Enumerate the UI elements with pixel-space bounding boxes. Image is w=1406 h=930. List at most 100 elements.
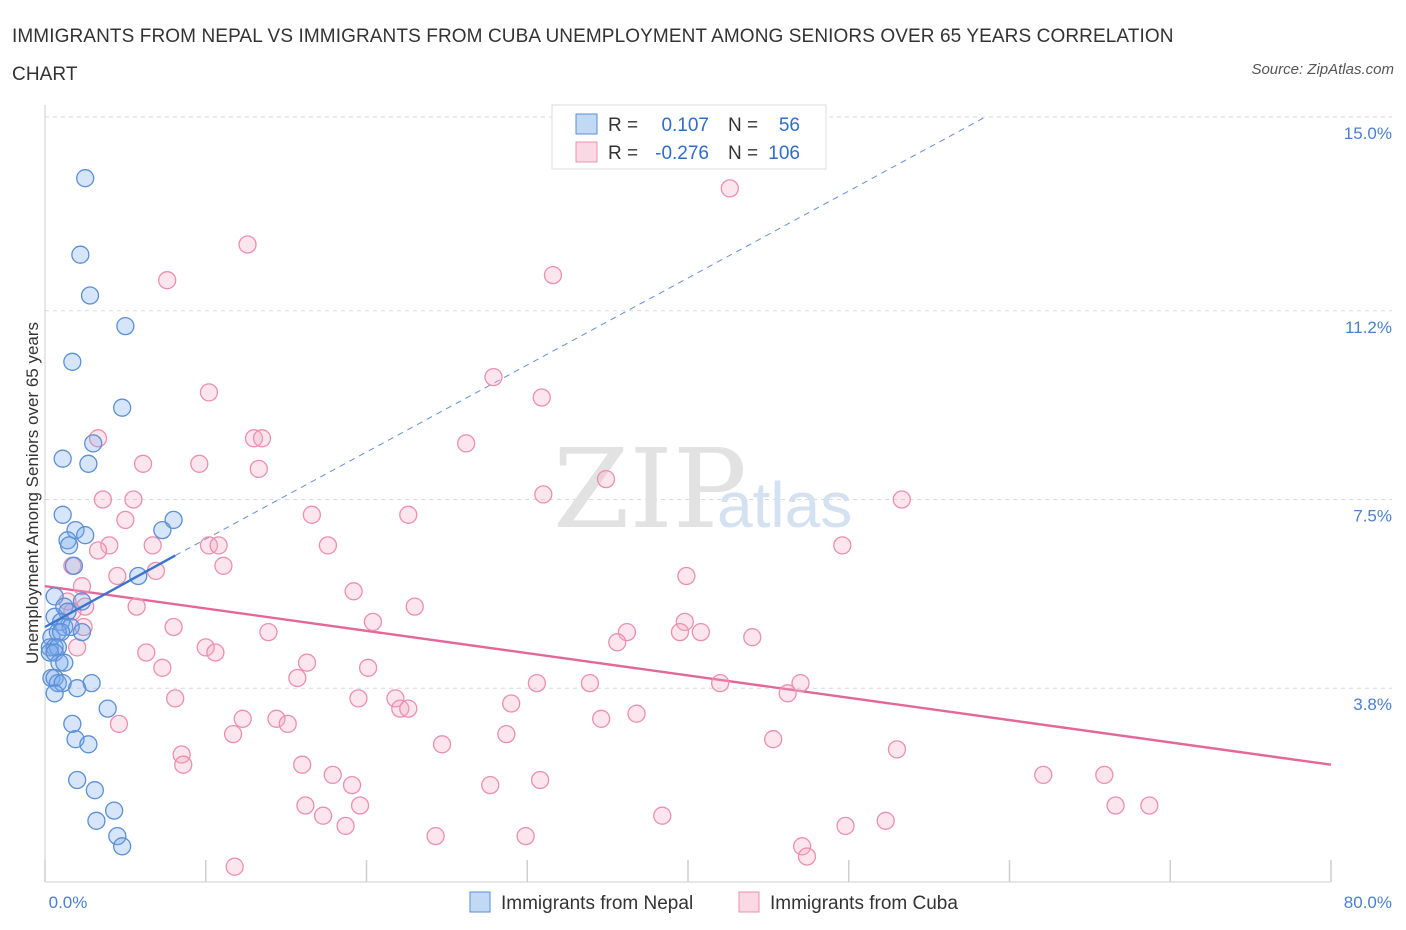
data-point-nepal — [68, 679, 87, 698]
data-point-cuba — [405, 597, 424, 616]
top-legend: R = 0.107 N = 56 R = -0.276 N = 106 — [551, 104, 827, 170]
watermark-zip: ZIP — [553, 425, 747, 553]
data-point-cuba — [116, 510, 135, 530]
data-point-cuba — [278, 714, 297, 734]
data-point-cuba — [792, 837, 812, 856]
data-point-cuba — [481, 775, 500, 795]
data-point-cuba — [93, 490, 113, 509]
data-point-cuba — [670, 622, 690, 642]
data-point-cuba — [532, 388, 551, 407]
data-point-cuba — [350, 796, 370, 815]
data-point-cuba — [127, 597, 146, 616]
data-point-cuba — [249, 459, 268, 479]
data-point-cuba — [318, 536, 338, 555]
data-point-cuba — [1034, 765, 1053, 785]
data-point-cuba — [124, 490, 143, 509]
legend-swatch-nepal — [575, 113, 598, 135]
y-tick-label: 3.8% — [1353, 695, 1392, 714]
data-point-nepal — [76, 526, 95, 545]
data-point-cuba — [386, 689, 405, 708]
y-axis-label: Unemployment Among Seniors over 65 years — [23, 322, 42, 664]
data-point-cuba — [109, 714, 129, 734]
data-point-cuba — [892, 490, 911, 509]
watermark-atlas: atlas — [717, 469, 852, 541]
watermark: ZIP atlas — [553, 425, 852, 553]
data-point-cuba — [158, 271, 177, 290]
data-point-cuba — [791, 673, 810, 693]
data-point-cuba — [349, 689, 368, 708]
data-point-cuba — [764, 730, 783, 749]
legend-r-value-cuba: -0.276 — [655, 143, 709, 164]
data-point-cuba — [1140, 796, 1159, 815]
data-point-nepal — [80, 286, 100, 305]
bottom-legend-nepal: Immigrants from Nepal — [501, 893, 693, 914]
data-point-cuba — [677, 566, 696, 586]
data-point-cuba — [1095, 765, 1114, 785]
legend-n-label-nepal: N = — [728, 115, 758, 136]
data-point-cuba — [293, 755, 312, 774]
chart-source: Source: ZipAtlas.com — [1251, 61, 1394, 78]
bottom-legend-swatch-nepal — [469, 891, 491, 913]
data-point-nepal — [51, 622, 71, 642]
data-point-cuba — [497, 724, 516, 744]
data-point-cuba — [313, 806, 333, 825]
data-point-cuba — [223, 724, 243, 744]
data-point-cuba — [596, 469, 616, 489]
data-point-cuba — [743, 628, 762, 647]
x-tick-label: 80.0% — [1344, 893, 1392, 912]
data-point-nepal — [45, 684, 64, 703]
data-point-cuba — [100, 536, 119, 555]
data-point-nepal — [84, 434, 103, 453]
data-point-nepal — [113, 398, 132, 417]
data-point-nepal — [59, 536, 79, 555]
data-point-cuba — [691, 622, 711, 642]
trend-line-nepal — [44, 554, 176, 629]
data-point-cuba — [143, 536, 162, 555]
data-point-cuba — [302, 505, 321, 524]
data-point-cuba — [199, 536, 219, 555]
data-point-cuba — [836, 816, 855, 836]
data-point-nepal — [71, 245, 90, 264]
data-point-nepal — [53, 449, 72, 468]
data-point-cuba — [233, 709, 252, 728]
trend-line-cuba — [44, 585, 1332, 766]
data-point-cuba — [199, 383, 219, 402]
data-point-cuba — [323, 765, 342, 785]
data-point-nepal — [53, 505, 72, 524]
data-point-cuba — [206, 643, 225, 662]
data-point-nepal — [79, 454, 98, 473]
data-point-nepal — [108, 826, 127, 846]
legend-r-label-cuba: R = — [608, 143, 638, 164]
chart-title: IMMIGRANTS FROM NEPAL VS IMMIGRANTS FROM… — [12, 26, 1174, 85]
data-point-cuba — [627, 704, 646, 723]
data-point-cuba — [887, 740, 907, 759]
data-point-cuba — [166, 689, 185, 708]
data-point-cuba — [543, 265, 563, 285]
data-point-cuba — [711, 673, 730, 693]
bottom-legend-swatch-cuba — [738, 891, 760, 913]
data-point-cuba — [133, 454, 153, 473]
data-point-nepal — [55, 653, 74, 672]
data-point-nepal — [164, 510, 183, 530]
legend-r-value-nepal: 0.107 — [661, 115, 709, 136]
legend-r-label-nepal: R = — [608, 115, 638, 136]
data-point-cuba — [675, 612, 694, 632]
data-point-nepal — [113, 837, 132, 856]
y-tick-label: 7.5% — [1353, 507, 1392, 526]
data-point-cuba — [527, 673, 547, 693]
data-point-nepal — [64, 556, 84, 575]
data-point-cuba — [153, 658, 172, 677]
data-point-cuba — [68, 638, 87, 657]
data-point-cuba — [592, 709, 611, 728]
data-point-nepal — [85, 781, 104, 800]
data-point-nepal — [98, 699, 117, 718]
data-point-nepal — [82, 673, 101, 693]
data-point-nepal — [72, 622, 92, 642]
data-point-cuba — [432, 735, 452, 754]
data-point-cuba — [720, 179, 739, 198]
data-point-cuba — [288, 668, 307, 688]
data-point-cuba — [653, 806, 672, 825]
data-point-cuba — [88, 541, 108, 560]
data-point-cuba — [214, 556, 233, 575]
data-point-nepal — [63, 714, 82, 734]
